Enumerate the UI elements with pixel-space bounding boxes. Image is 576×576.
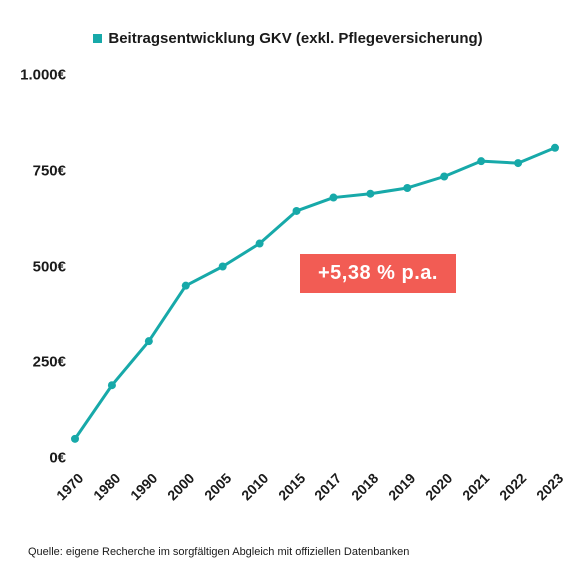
data-point (514, 159, 522, 167)
data-point (182, 282, 190, 290)
data-point (477, 157, 485, 165)
annotation-badge: +5,38 % p.a. (300, 254, 456, 293)
data-point (551, 144, 559, 152)
y-tick-label: 750€ (6, 162, 66, 179)
annotation-text: +5,38 % p.a. (318, 262, 438, 284)
y-tick-label: 0€ (6, 450, 66, 467)
source-note: Quelle: eigene Recherche im sorgfältigen… (28, 546, 409, 558)
data-point (145, 337, 153, 345)
data-point (329, 194, 337, 202)
data-point (108, 381, 116, 389)
data-point (256, 240, 264, 248)
data-point (403, 184, 411, 192)
y-tick-label: 250€ (6, 354, 66, 371)
y-tick-label: 500€ (6, 258, 66, 275)
data-point (219, 263, 227, 271)
data-point (293, 207, 301, 215)
source-text: Quelle: eigene Recherche im sorgfältigen… (28, 546, 409, 558)
y-tick-label: 1.000€ (6, 67, 66, 84)
data-point (440, 172, 448, 180)
series-line (75, 148, 555, 439)
line-chart: Beitragsentwicklung GKV (exkl. Pflegever… (0, 0, 576, 576)
data-point (71, 435, 79, 443)
data-point (366, 190, 374, 198)
